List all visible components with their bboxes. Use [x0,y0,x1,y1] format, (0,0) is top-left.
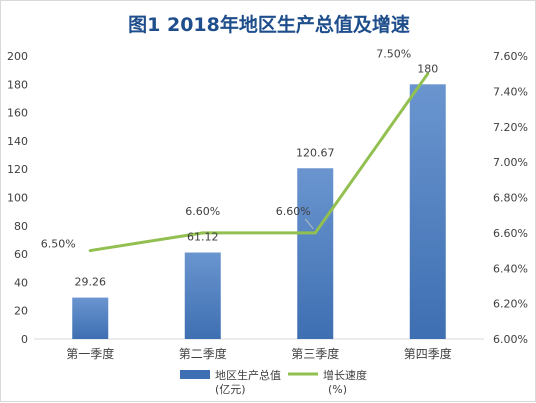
y-right-tick-label: 6.80% [493,192,528,205]
legend-label: 增长速度 [323,368,367,382]
y-right-tick-label: 6.60% [493,227,528,240]
legend-label: (%) [328,383,347,396]
legend-swatch-bar [180,370,210,379]
y-left-tick-label: 200 [7,50,28,63]
chart-title: 图1 2018年地区生产总值及增速 [128,13,410,36]
y-right-tick-label: 7.40% [493,85,528,98]
bar-data-label: 29.26 [75,276,107,289]
x-category-label: 第一季度 [66,346,114,361]
y-left-tick-label: 120 [7,163,28,176]
y-left-tick-label: 0 [21,333,28,346]
y-left-tick-label: 160 [7,107,28,120]
legend: 地区生产总值(亿元) 增长速度(%) [180,368,367,396]
bar-gdp [184,252,221,339]
bar-data-label: 180 [417,62,438,75]
bar-gdp [297,168,334,339]
x-category-label: 第四季度 [404,346,452,361]
y-right-tick-label: 6.00% [493,333,528,346]
y-left-tick-label: 60 [14,248,28,261]
line-data-label: 7.50% [376,48,411,61]
y-left-tick-label: 100 [7,192,28,205]
line-group [88,72,430,253]
y-right-tick-label: 7.20% [493,121,528,134]
x-category-label: 第三季度 [291,346,339,361]
axes-group: 0 20 40 60 80 100 120 140 160 180 200 6.00% 6.20% 6.4… [7,50,528,361]
y-left-tick-label: 80 [14,220,28,233]
line-point [426,72,430,76]
y-right-tick-label: 7.00% [493,156,528,169]
leader-line [304,218,314,230]
line-point [313,231,317,235]
line-data-label: 6.50% [41,238,76,251]
bar-gdp [409,84,446,339]
line-data-label: 6.60% [185,205,220,218]
y-left-tick-label: 40 [14,276,28,289]
legend-label: (亿元) [215,383,246,396]
y-left-tick-label: 20 [14,305,28,318]
data-labels-group: 29.26 61.12 120.67 180 6.50% 6.60% 6.60% 7.50% [41,48,438,289]
line-growth-rate [90,72,429,253]
bars-group [72,84,446,339]
y-left-tick-label: 180 [7,78,28,91]
bar-gdp [72,297,109,339]
y-right-tick-label: 6.20% [493,298,528,311]
line-point [88,249,92,253]
line-point [201,231,205,235]
y-left-tick-label: 140 [7,135,28,148]
x-category-label: 第二季度 [179,346,227,361]
legend-label: 地区生产总值 [215,368,281,382]
y-right-tick-label: 6.40% [493,262,528,275]
bar-data-label: 120.67 [296,146,335,159]
y-right-tick-label: 7.60% [493,50,528,63]
line-data-label: 6.60% [276,205,311,218]
bar-data-label: 61.12 [187,231,219,244]
